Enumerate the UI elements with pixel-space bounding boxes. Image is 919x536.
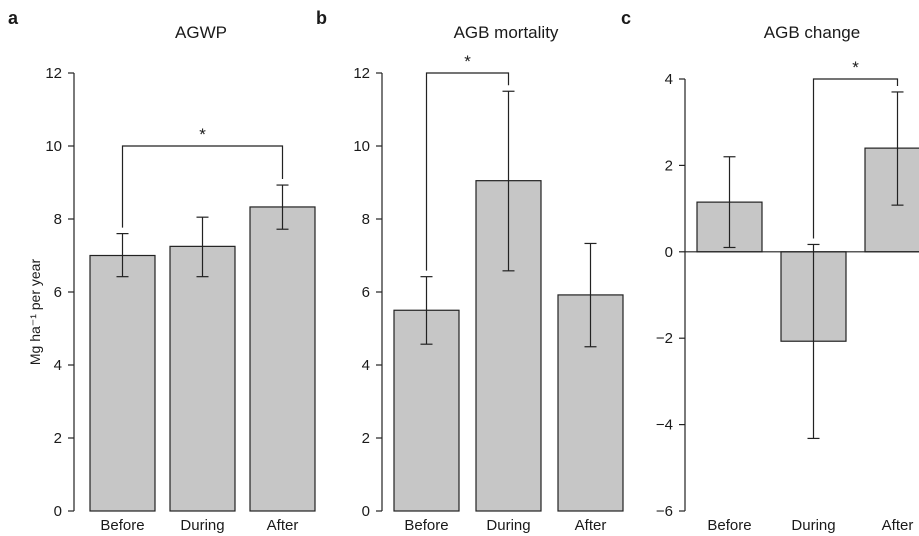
significance-star: * bbox=[199, 125, 206, 144]
y-tick-label: 12 bbox=[353, 65, 370, 82]
significance-bracket bbox=[812, 78, 899, 239]
panel-letter: a bbox=[8, 8, 19, 28]
category-label-after: After bbox=[882, 517, 914, 534]
panel-title: AGB change bbox=[764, 23, 860, 42]
y-tick-label: 10 bbox=[45, 138, 62, 155]
y-tick-label: −4 bbox=[656, 417, 673, 434]
y-tick-label: 0 bbox=[54, 503, 62, 520]
panel-letter: c bbox=[621, 8, 631, 28]
panel-letter: b bbox=[316, 8, 327, 28]
significance-star: * bbox=[852, 58, 859, 77]
y-tick-label: 0 bbox=[362, 503, 370, 520]
y-tick-label: 4 bbox=[665, 71, 673, 88]
panel-title: AGB mortality bbox=[454, 23, 559, 42]
y-tick-label: 12 bbox=[45, 65, 62, 82]
y-tick-label: 8 bbox=[54, 211, 62, 228]
category-label-before: Before bbox=[404, 517, 448, 534]
panel-c: c AGB change −6 −4 −2 0 2 4 * Before During After bbox=[621, 8, 919, 534]
bar-after bbox=[864, 147, 919, 253]
category-label-during: During bbox=[486, 517, 530, 534]
y-tick-label: 2 bbox=[362, 430, 370, 447]
category-label-during: During bbox=[180, 517, 224, 534]
significance-star: * bbox=[464, 52, 471, 71]
y-tick-label: 10 bbox=[353, 138, 370, 155]
bar-after bbox=[557, 294, 624, 512]
bar-during bbox=[169, 245, 236, 512]
panel-b: b AGB mortality 0 2 4 6 8 10 12 * Before During Afte… bbox=[316, 8, 624, 534]
category-label-after: After bbox=[267, 517, 299, 534]
y-tick-label: 6 bbox=[362, 284, 370, 301]
y-tick-label: 0 bbox=[665, 244, 673, 261]
bar-before bbox=[89, 254, 156, 512]
bar-after bbox=[249, 206, 316, 512]
category-label-during: During bbox=[791, 517, 835, 534]
y-tick-label: 6 bbox=[54, 284, 62, 301]
panel-a: a AGWP 0 2 4 6 8 10 12 * Before During After bbox=[8, 8, 316, 534]
y-tick-label: −6 bbox=[656, 503, 673, 520]
y-tick-label: 4 bbox=[362, 357, 370, 374]
significance-bracket bbox=[121, 145, 284, 228]
y-tick-label: 8 bbox=[362, 211, 370, 228]
y-tick-label: 2 bbox=[54, 430, 62, 447]
panel-title: AGWP bbox=[175, 23, 227, 42]
y-tick-label: 2 bbox=[665, 157, 673, 174]
category-label-before: Before bbox=[100, 517, 144, 534]
significance-bracket bbox=[425, 72, 510, 271]
y-axis-label: Mg ha⁻¹ per year bbox=[27, 259, 43, 366]
y-tick-label: 4 bbox=[54, 357, 62, 374]
category-label-after: After bbox=[575, 517, 607, 534]
category-label-before: Before bbox=[707, 517, 751, 534]
y-tick-label: −2 bbox=[656, 330, 673, 347]
